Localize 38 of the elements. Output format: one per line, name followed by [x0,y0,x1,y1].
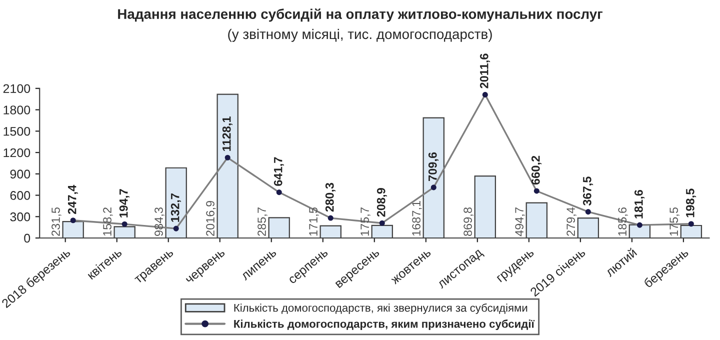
data-label: 231,5 [52,207,62,236]
y-tick-label: 0 [24,234,30,243]
data-label: 247,4 [68,184,78,214]
y-tick-label: 300 [10,212,30,222]
data-label: 185,6 [618,207,628,236]
data-label: 367,5 [582,176,594,206]
legend-label: Кількість домогосподарств, які звернулися за субсидіями [234,304,528,314]
data-label: 175,5 [670,207,680,236]
data-label: 198,5 [686,188,696,218]
y-tick-label: 1500 [4,126,30,136]
data-label: 641,7 [274,157,284,186]
data-label: 175,7 [360,208,370,236]
data-label: 2011,6 [480,54,490,88]
data-label: 181,6 [634,190,645,218]
data-label: 285,7 [258,208,268,236]
chart-title: Надання населенню субсидій на оплату житлово-комунальних послуг [118,8,602,22]
y-tick-label: 2100 [3,84,30,94]
y-tick-label: 900 [10,170,30,179]
chart-subtitle: (у звітному місяці, тис. домогосподарств) [228,28,492,42]
data-label: 494,7 [515,208,525,236]
data-label: 132,7 [170,194,181,222]
y-tick-label: 1800 [4,106,30,114]
data-label: 869,8 [464,207,474,236]
data-label: 660,2 [531,156,542,185]
data-label: 171,5 [309,207,319,236]
data-label: 1687,1 [412,200,422,236]
data-label: 709,6 [428,152,439,181]
data-label: 280,3 [325,182,336,212]
data-label: 194,7 [119,189,130,218]
legend-label: Кількість домогосподарств, яким призначено субсидії [234,320,535,330]
y-tick-label: 600 [10,191,30,200]
data-label: 208,9 [376,188,388,217]
data-label: 984,3 [154,207,164,236]
data-label: 279,4 [566,207,576,236]
data-label: 158,2 [103,208,113,236]
data-label: 1128,1 [222,116,232,151]
y-tick-label: 1200 [4,148,30,158]
data-label: 2016,9 [206,200,216,236]
